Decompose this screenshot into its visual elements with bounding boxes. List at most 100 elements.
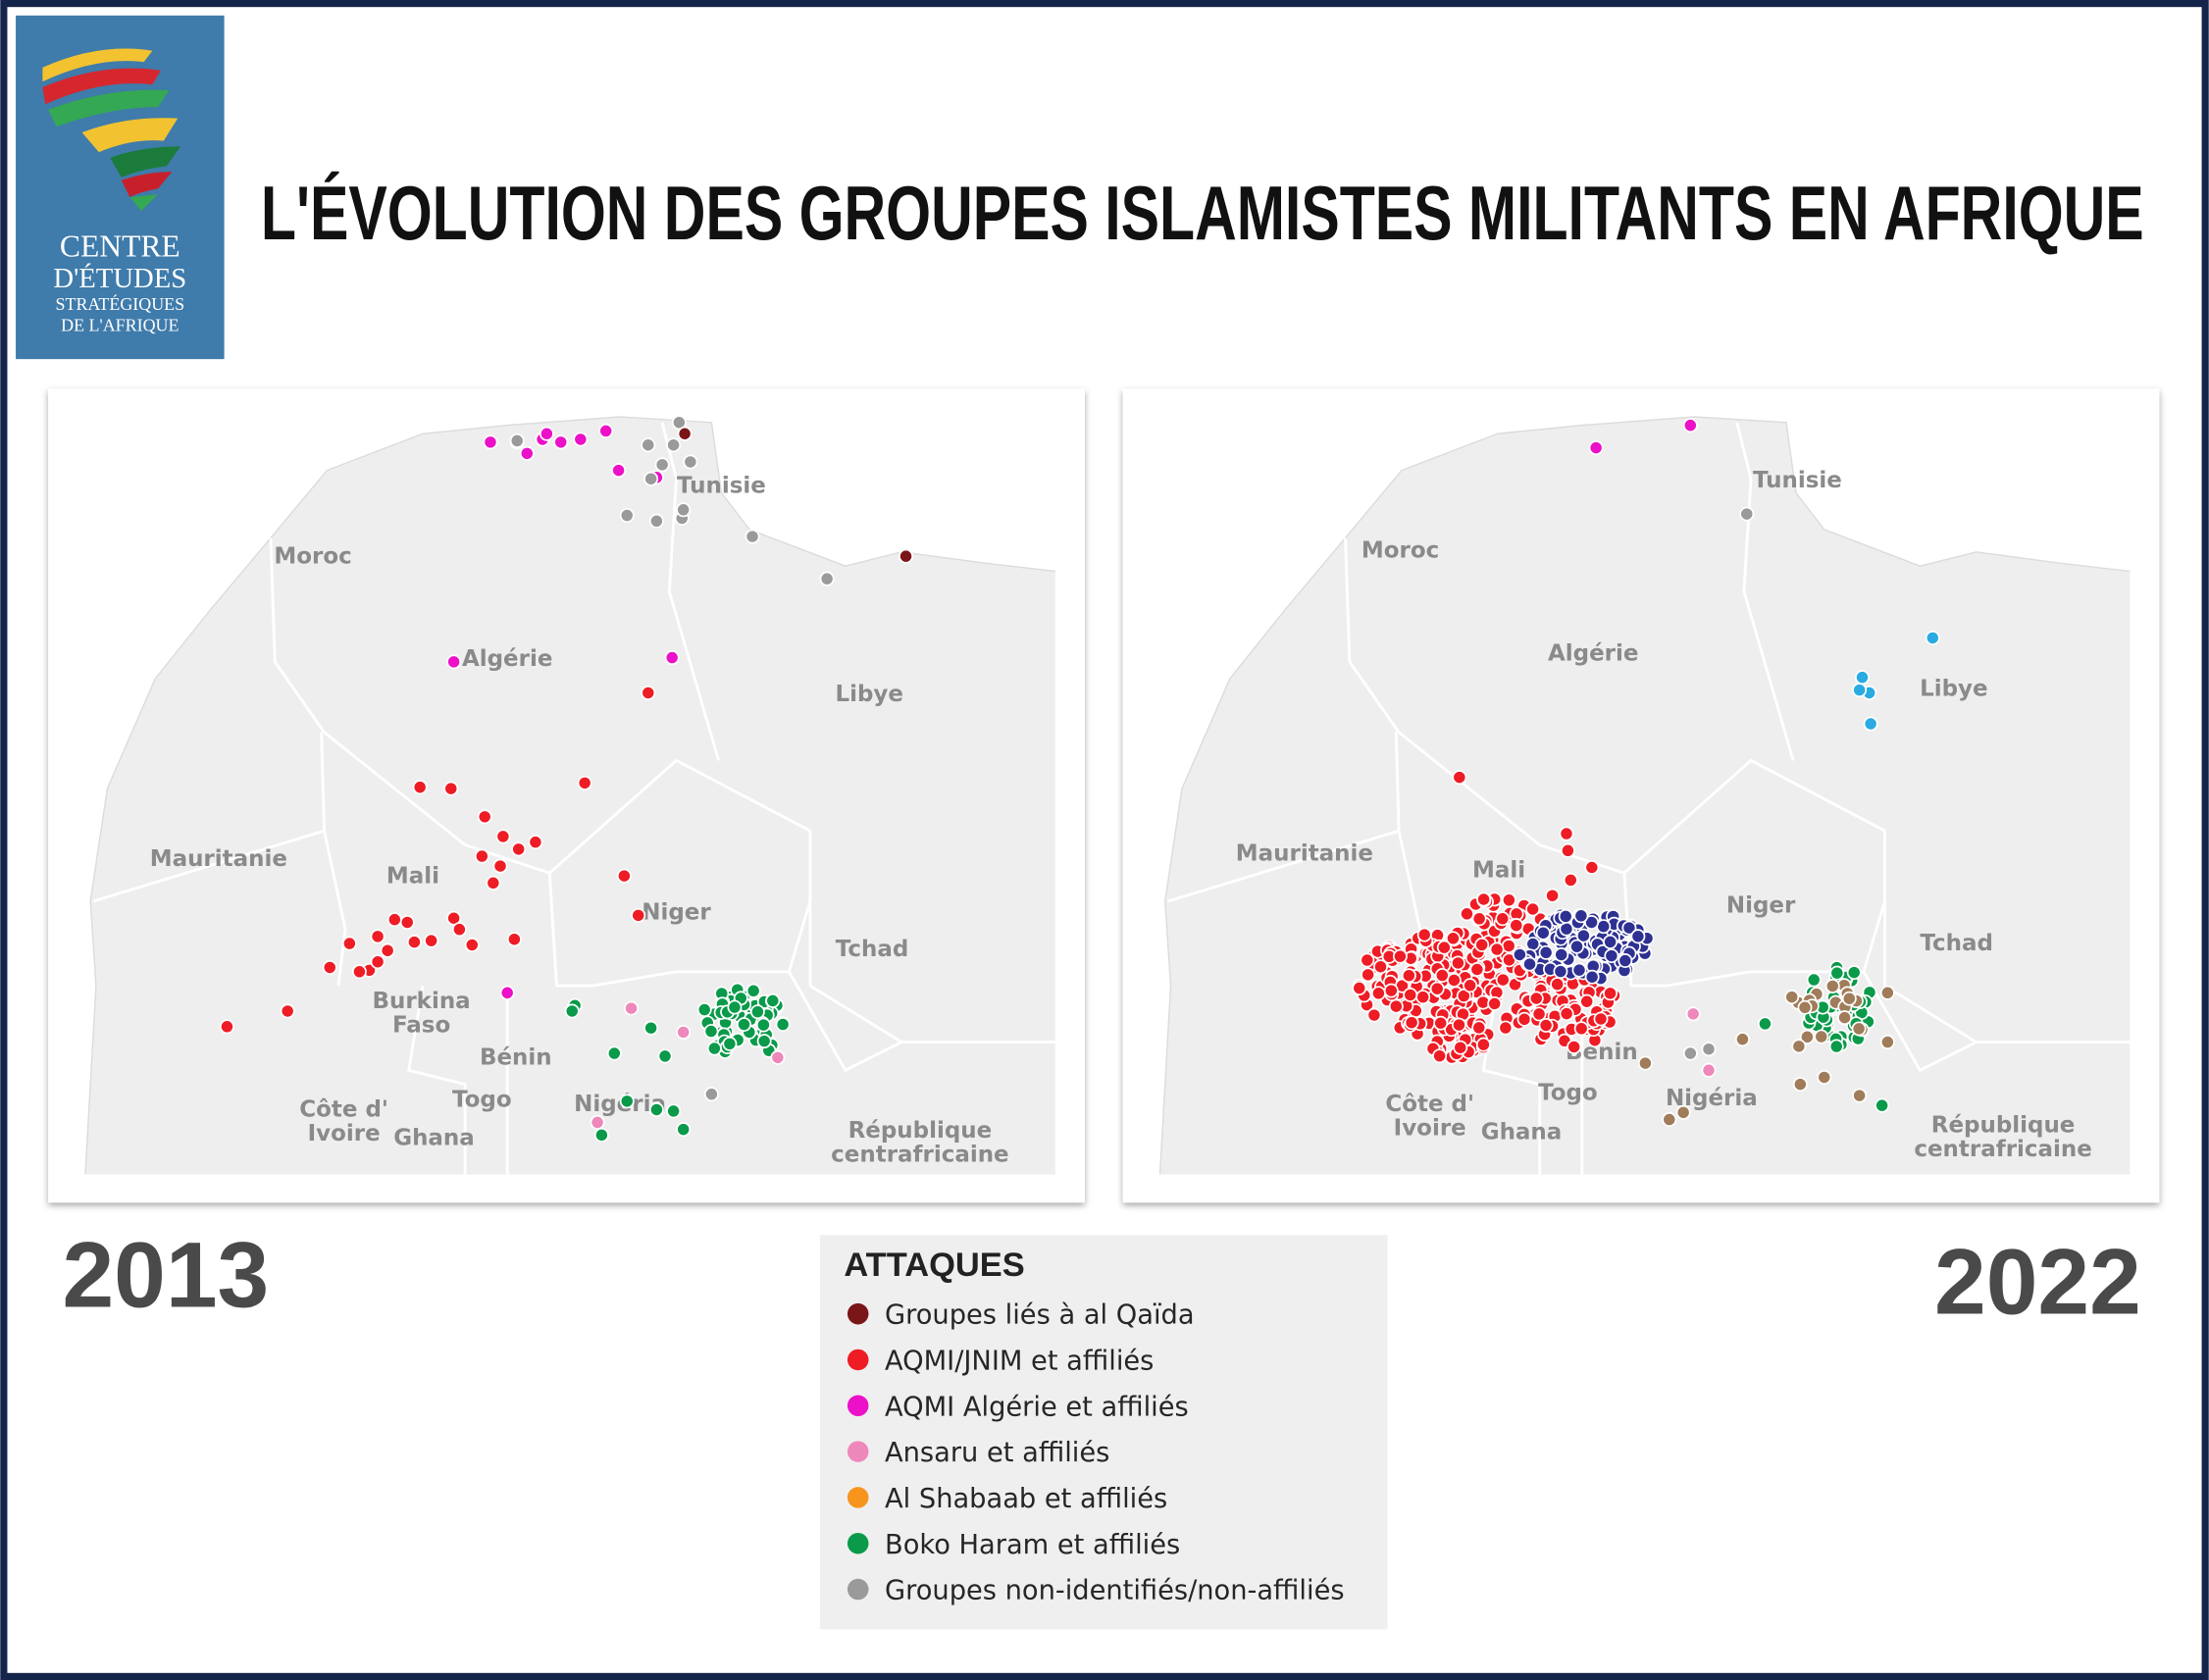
attack-dot: [1559, 826, 1574, 841]
attack-dot: [624, 1000, 640, 1016]
country-label: centrafricaine: [831, 1143, 1008, 1168]
attack-dot: [755, 1017, 771, 1033]
attack-dot: [703, 1087, 719, 1102]
attack-dot: [1501, 892, 1516, 908]
attack-dot: [1433, 1015, 1449, 1031]
attack-dot: [770, 1049, 786, 1065]
year: 2022: [1934, 1231, 2141, 1335]
attack-dot: [1451, 1017, 1466, 1033]
logo-stripe: [110, 146, 181, 178]
country-label: Tunisie: [1753, 468, 1842, 493]
attack-dot: [1498, 1020, 1514, 1036]
attack-dot: [671, 415, 687, 431]
border: [547, 831, 812, 988]
attack-dot: [1739, 506, 1755, 522]
country-label: Burkina: [373, 989, 471, 1014]
attack-dot: [765, 993, 781, 1008]
attack-dot: [1824, 979, 1840, 993]
logo-text: STRATÉGIQUES: [56, 293, 185, 314]
attack-dot: [446, 654, 462, 670]
attack-dot: [1456, 989, 1471, 1003]
border: [1344, 537, 1886, 987]
attack-dot: [1837, 1010, 1853, 1026]
attack-dot: [1563, 872, 1578, 888]
attack-dot: [1584, 915, 1600, 930]
legend-label: Groupes liés à al Qaïda: [885, 1300, 1195, 1331]
attack-dot: [1734, 1032, 1750, 1047]
attack-dot: [1525, 937, 1541, 951]
attack-dot: [1495, 972, 1511, 988]
attack-dot: [1784, 990, 1800, 1005]
attack-dot: [775, 1017, 791, 1033]
attack-dot: [1814, 1029, 1829, 1044]
border: [1735, 422, 1795, 761]
attack-dot: [1545, 888, 1561, 903]
attack-dot: [1538, 944, 1554, 960]
attack-dot: [219, 1019, 234, 1035]
attack-dot: [703, 1024, 719, 1040]
attack-dot: [1416, 927, 1432, 942]
attack-dot: [1817, 1069, 1832, 1085]
border: [1862, 971, 1978, 1073]
attack-dot: [443, 781, 459, 796]
attack-dot: [819, 571, 835, 586]
legend-label: Groupes non-identifiés/non-affiliés: [885, 1576, 1345, 1606]
attack-dot: [1487, 995, 1503, 1011]
attack-dot: [593, 1127, 609, 1143]
country-label: Mali: [386, 863, 439, 889]
attack-dot: [492, 858, 508, 874]
legend-label: Boko Haram et affiliés: [885, 1530, 1180, 1560]
attack-dot: [1575, 928, 1591, 943]
attack-dot: [619, 1094, 635, 1109]
attack-dot: [590, 1114, 605, 1130]
attack-dot: [1528, 991, 1544, 1006]
attack-dot: [322, 959, 337, 975]
attack-dot: [1531, 1006, 1547, 1022]
attack-dot: [1852, 683, 1868, 698]
attack-dot: [577, 775, 592, 790]
attack-dot: [1553, 964, 1568, 980]
border: [1167, 732, 1401, 903]
attack-dot: [1829, 965, 1845, 981]
attack-dot: [1509, 918, 1524, 934]
legend-label: Ansaru et affiliés: [885, 1438, 1109, 1468]
attack-dot: [666, 437, 682, 453]
country-label: République: [848, 1118, 993, 1144]
attack-dot: [495, 829, 511, 844]
attack-dot: [1403, 987, 1418, 1002]
country-label: Mali: [1472, 858, 1525, 884]
attack-dot: [1392, 948, 1408, 964]
attack-dot: [1841, 991, 1857, 1006]
attack-dot: [1701, 1062, 1717, 1078]
country-label: Ivoire: [1394, 1115, 1466, 1141]
attack-dot: [1852, 1088, 1868, 1103]
attack-dot: [1682, 418, 1698, 433]
map: Moroc Algérie Tunisie Libye Mauritanie Mali Ni…: [52, 392, 1055, 1175]
attack-dot: [643, 1020, 659, 1036]
attack-dot: [424, 933, 439, 948]
attack-dot: [641, 437, 656, 453]
logo-text: D'ÉTUDES: [53, 262, 186, 294]
attack-dot: [899, 548, 914, 564]
logo-stripe: [48, 89, 170, 127]
attack-dot: [370, 929, 385, 944]
attack-dot: [606, 1045, 622, 1061]
attack-dot: [1522, 956, 1537, 972]
attack-dot: [528, 835, 543, 850]
legend: ATTAQUES Groupes liés à al Qaïda AQMI/JNI…: [819, 1235, 1388, 1630]
attack-dot: [1584, 860, 1600, 875]
country-label: Ghana: [1481, 1120, 1563, 1145]
attack-dot: [616, 868, 632, 884]
country-label: Tunisie: [677, 474, 766, 499]
attack-dot: [1512, 947, 1527, 962]
attack-dot: [648, 1102, 664, 1117]
attack-dot: [553, 434, 569, 450]
country-label: Libye: [1920, 676, 1988, 701]
attack-dot: [1806, 972, 1822, 988]
attack-dot: [749, 1004, 765, 1020]
logo-stripe: [42, 48, 153, 82]
attack-dot: [280, 1003, 295, 1019]
attack-dot: [598, 423, 614, 438]
attack-dot: [1603, 934, 1618, 949]
